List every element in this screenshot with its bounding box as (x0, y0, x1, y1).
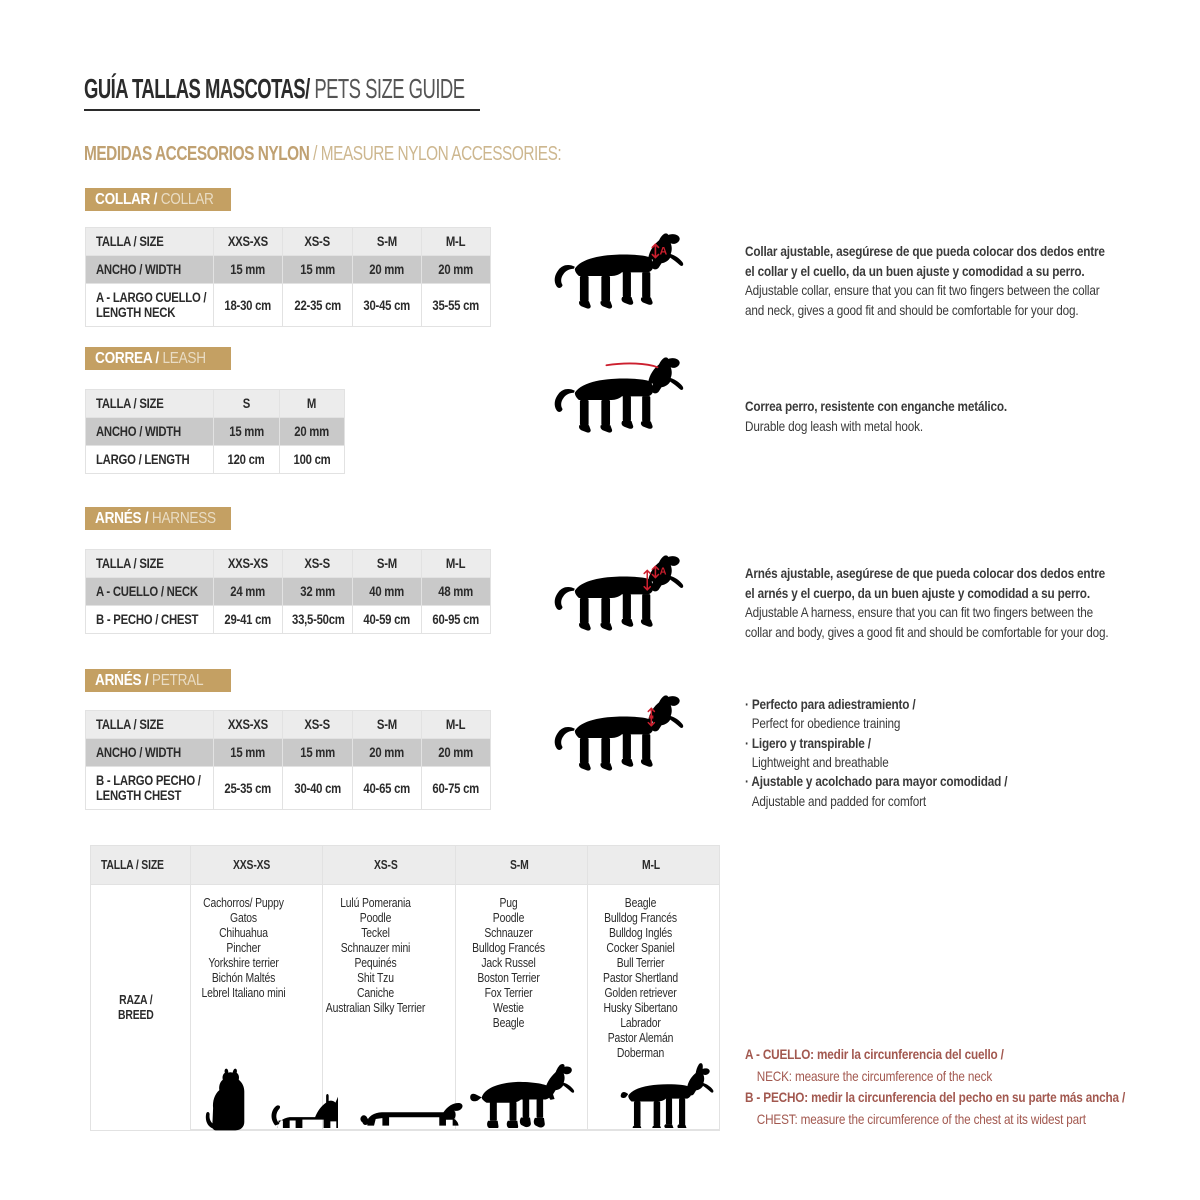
svg-text:A: A (659, 246, 667, 258)
svg-text:A: A (659, 566, 666, 577)
